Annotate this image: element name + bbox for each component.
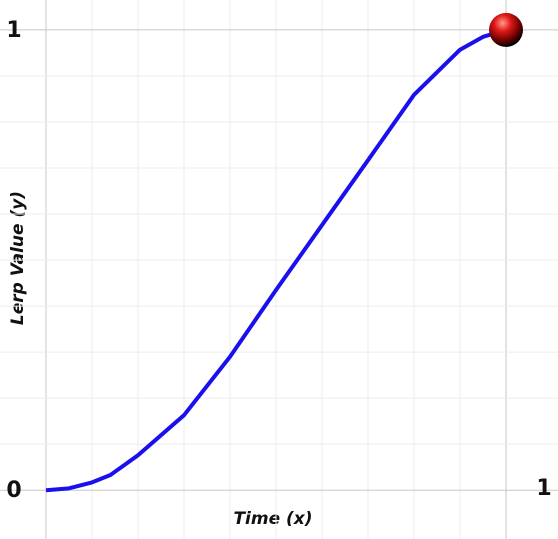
y-tick-label: 1 [6, 18, 21, 43]
y-axis-label: Lerp Value (y) [8, 191, 28, 325]
y-tick-label: 0 [6, 478, 21, 503]
x-axis-label: Time (x) [233, 509, 312, 529]
line [45, 28, 507, 493]
x-tick-label: 1 [536, 476, 551, 501]
marker [489, 12, 524, 47]
